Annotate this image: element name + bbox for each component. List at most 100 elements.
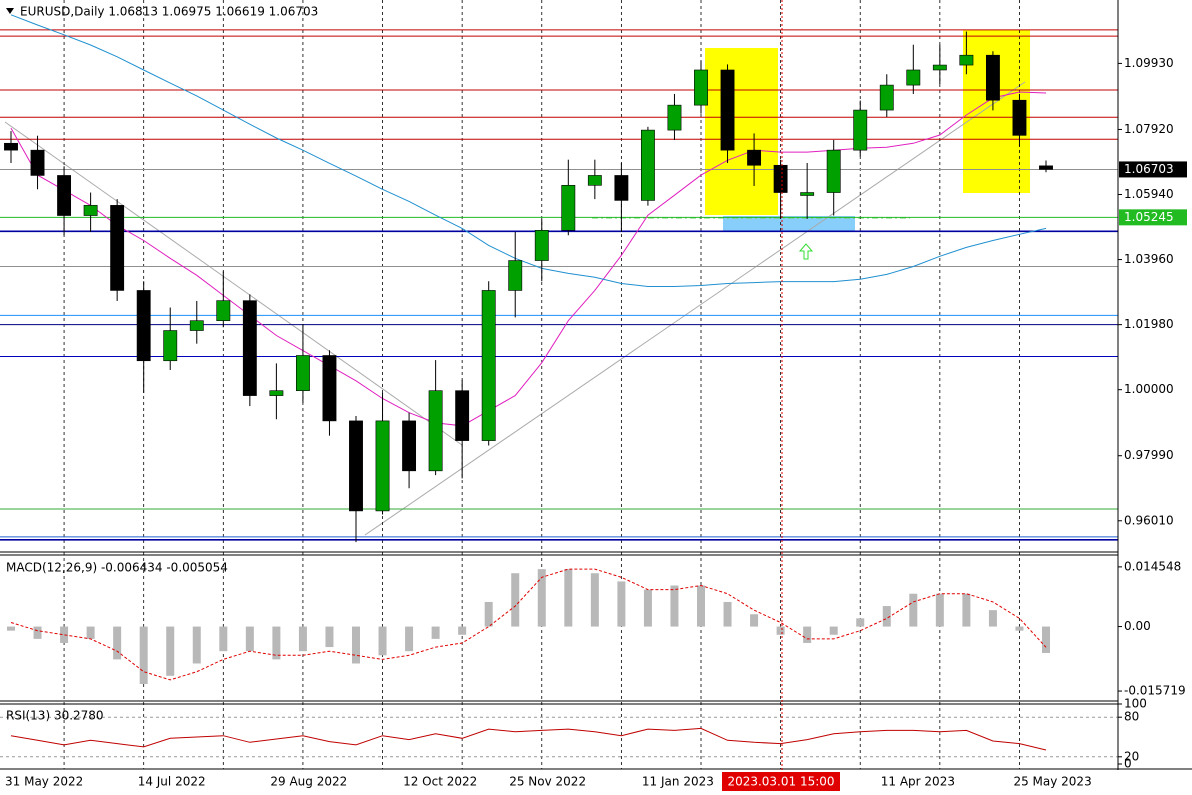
macd-bar <box>405 626 414 652</box>
support-zone <box>723 216 855 231</box>
candle-body <box>561 185 576 231</box>
macd-bar <box>564 569 573 627</box>
candle-body <box>402 420 417 472</box>
y-tick-label: 0.96010 <box>1124 513 1174 527</box>
collapse-icon <box>6 8 14 14</box>
macd-bar <box>378 626 387 656</box>
candle-body <box>216 300 231 321</box>
y-tick-label: 1.03960 <box>1124 252 1174 266</box>
macd-bar <box>192 626 201 664</box>
macd-bar <box>829 626 838 635</box>
macd-bar <box>670 585 679 627</box>
candle-body <box>455 390 470 441</box>
candle-body <box>879 84 894 111</box>
y-tick-label: 0 <box>1124 757 1132 771</box>
macd-bar <box>113 626 122 660</box>
macd-bar <box>511 573 520 627</box>
candle-body <box>57 175 72 216</box>
x-tick-label: 31 May 2022 <box>5 775 83 789</box>
crosshair-label: 2023.03.01 15:00 <box>727 775 834 789</box>
macd-bar <box>803 626 812 643</box>
macd-bar <box>352 626 360 664</box>
y-tick-label: 0.97990 <box>1124 448 1174 462</box>
macd-bar <box>643 589 652 627</box>
candle-body <box>640 129 655 201</box>
macd-bar <box>856 618 865 627</box>
candle-body <box>694 69 708 106</box>
macd-bar <box>617 581 626 627</box>
macd-bar <box>1042 626 1050 653</box>
x-tick-label: 14 Jul 2022 <box>138 775 206 789</box>
macd-bar <box>590 573 599 627</box>
candle-body <box>800 192 815 196</box>
candle-body <box>853 109 868 151</box>
y-tick-label: 0.014548 <box>1124 559 1181 573</box>
trendline <box>364 81 1026 536</box>
candle-body <box>136 290 151 362</box>
macd-bar <box>166 626 175 676</box>
candle-body <box>959 54 974 66</box>
candle-body <box>83 205 98 216</box>
price-label: 1.05245 <box>1124 210 1174 224</box>
highlight-zone <box>705 48 778 215</box>
candle-body <box>1012 99 1027 136</box>
macd-bar <box>935 593 944 627</box>
price-label-box <box>1119 209 1187 226</box>
candle-body <box>773 164 788 193</box>
rsi-label: RSI(13) 30.2780 <box>6 709 104 723</box>
candle-body <box>985 54 1000 101</box>
candle-body <box>375 420 390 512</box>
candle-body <box>1039 165 1053 170</box>
crosshair-box <box>722 772 840 791</box>
plot-layer <box>0 0 1118 769</box>
macd-bar <box>1015 626 1024 631</box>
macd-bar <box>723 601 732 627</box>
y-tick-label: 20 <box>1124 749 1139 763</box>
macd-bar <box>60 626 69 643</box>
macd-bar <box>219 626 228 652</box>
moving-average <box>10 14 1047 287</box>
candle-body <box>906 69 921 86</box>
arrow-up <box>798 243 814 260</box>
y-tick-label: 1.00000 <box>1124 382 1174 396</box>
candle-body <box>932 64 947 71</box>
y-tick-label: 1.07920 <box>1124 122 1174 136</box>
macd-label: MACD(12,26,9) -0.006434 -0.005054 <box>6 561 228 575</box>
candle-body <box>349 420 363 512</box>
candle-body <box>163 330 178 362</box>
macd-bar <box>988 610 997 627</box>
chart-header: EURUSD,Daily 1.06813 1.06975 1.06619 1.0… <box>20 5 318 19</box>
macd-bar <box>882 606 891 627</box>
candle-body <box>322 355 337 422</box>
candle-body <box>4 142 18 151</box>
y-tick-label: 100 <box>1124 697 1147 711</box>
macd-signal <box>10 568 1047 681</box>
candle-body <box>508 260 523 291</box>
candle-body <box>110 205 125 291</box>
x-tick-label: 11 Apr 2023 <box>881 775 955 789</box>
x-tick-label: 11 Jan 2023 <box>642 775 714 789</box>
candle-body <box>534 230 549 261</box>
macd-bar <box>697 585 705 627</box>
macd-bar <box>325 626 334 648</box>
candle-body <box>242 300 257 396</box>
candle-body <box>667 104 682 131</box>
rsi-line <box>10 727 1047 751</box>
candle-body <box>614 175 629 201</box>
candle-body <box>269 390 284 396</box>
price-label: 1.06703 <box>1124 162 1174 176</box>
macd-bar <box>431 626 440 639</box>
macd-bar <box>776 626 785 635</box>
candle-body <box>189 320 204 331</box>
macd-bar <box>298 626 307 652</box>
y-tick-label: 1.09930 <box>1124 56 1174 70</box>
macd-bar <box>33 626 42 639</box>
macd-bar <box>458 626 467 635</box>
candle-body <box>587 175 602 186</box>
macd-bar <box>272 626 281 660</box>
candle-body <box>826 149 841 193</box>
x-tick-label: 25 Nov 2022 <box>509 775 586 789</box>
macd-bar <box>909 593 918 627</box>
moving-average <box>10 91 1047 427</box>
candle-body <box>428 390 443 472</box>
